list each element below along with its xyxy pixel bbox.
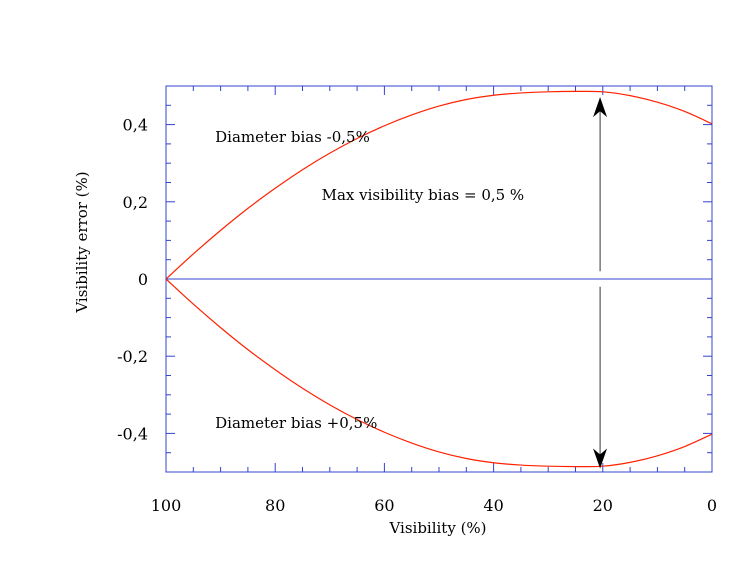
y-tick-label: 0 bbox=[138, 270, 148, 289]
y-axis-title: Visibility error (%) bbox=[73, 171, 91, 313]
x-tick-label: 80 bbox=[265, 496, 285, 515]
y-tick-label: -0,2 bbox=[117, 347, 148, 366]
annotation-label: Diameter bias +0,5% bbox=[215, 414, 377, 432]
x-tick-label: 0 bbox=[707, 496, 717, 515]
series-line bbox=[165, 278, 713, 468]
annotation-label: Max visibility bias = 0,5 % bbox=[322, 186, 525, 204]
series-group bbox=[165, 90, 713, 468]
annotation-label: Diameter bias -0,5% bbox=[215, 128, 370, 146]
double-arrow bbox=[593, 97, 608, 469]
arrow-head-down bbox=[593, 448, 608, 469]
y-tick-labels: 0,4 0,2 0 -0,2 -0,4 bbox=[117, 116, 148, 444]
x-tick-label: 60 bbox=[374, 496, 394, 515]
series-line bbox=[165, 90, 713, 280]
y-tick-label: 0,4 bbox=[123, 116, 148, 135]
annotations: Diameter bias -0,5% Diameter bias +0,5% Ma… bbox=[215, 128, 524, 432]
y-tick-label: 0,2 bbox=[123, 193, 148, 212]
plot-frame bbox=[165, 85, 713, 473]
x-tick-label: 40 bbox=[483, 496, 503, 515]
arrow-head-up bbox=[593, 97, 608, 118]
x-tick-label: 100 bbox=[151, 496, 182, 515]
x-tick-labels: 100 80 60 40 20 0 bbox=[151, 496, 717, 515]
x-tick-label: 20 bbox=[593, 496, 613, 515]
x-axis-title: Visibility (%) bbox=[388, 519, 486, 537]
y-tick-label: -0,4 bbox=[117, 424, 148, 443]
